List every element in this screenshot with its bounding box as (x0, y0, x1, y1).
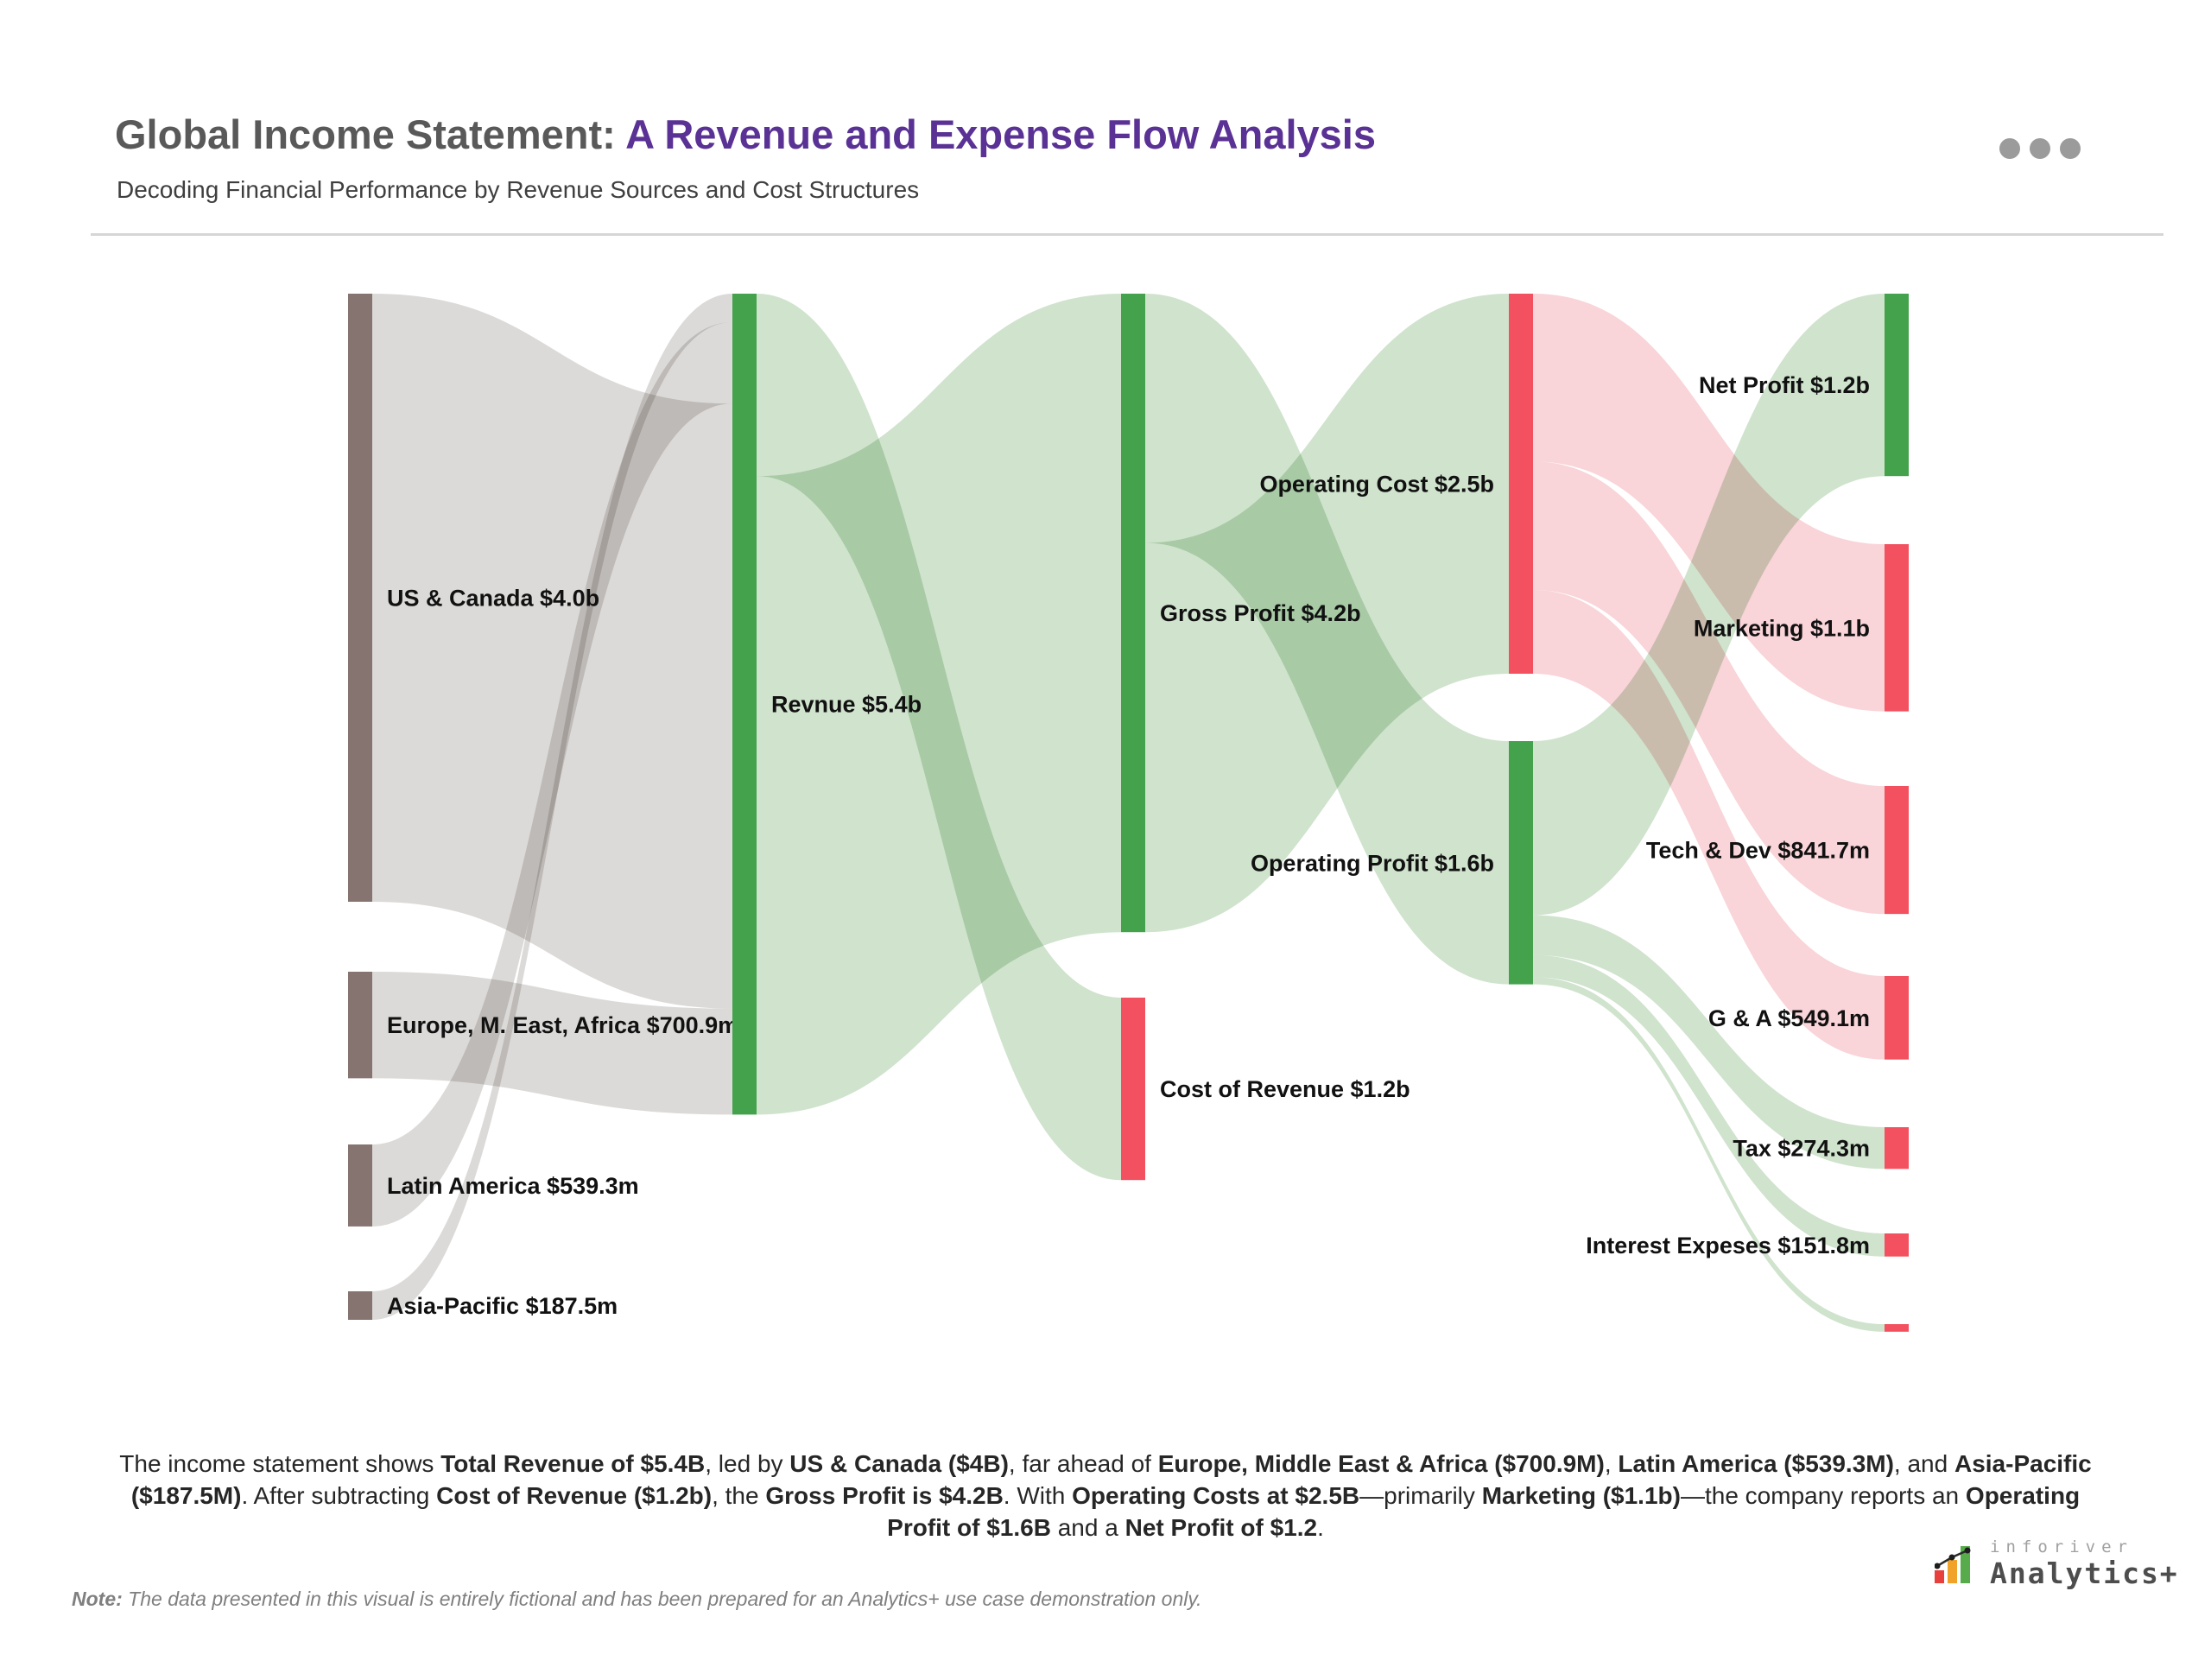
summary-text: The income statement shows (119, 1450, 441, 1477)
sankey-link-op_profit-tax[interactable] (1533, 915, 1885, 1170)
sankey-label-marketing: Marketing $1.1b (1694, 615, 1870, 641)
menu-dot (2060, 138, 2081, 159)
sankey-label-op_profit: Operating Profit $1.6b (1251, 850, 1494, 876)
page-title: Global Income Statement: A Revenue and E… (115, 111, 1376, 158)
sankey-link-revenue-gross_profit[interactable] (757, 294, 1121, 1115)
sankey-link-op_profit-interest[interactable] (1533, 954, 1885, 1257)
ellipsis-menu-icon[interactable] (1999, 138, 2081, 159)
summary-text: , and (1893, 1450, 1954, 1477)
sankey-label-net_profit: Net Profit $1.2b (1699, 372, 1870, 398)
sankey-link-latam-revenue[interactable] (372, 321, 732, 1227)
summary-text: and a (1050, 1514, 1125, 1541)
sankey-label-latam: Latin America $539.3m (387, 1173, 639, 1199)
sankey-label-tech_dev: Tech & Dev $841.7m (1646, 838, 1870, 864)
summary-highlight: Europe, Middle East & Africa ($700.9M) (1157, 1450, 1605, 1477)
sankey-label-g_and_a: G & A $549.1m (1708, 1005, 1870, 1031)
sankey-node-tax[interactable] (1885, 1127, 1909, 1170)
sankey-link-op_profit-other_expense[interactable] (1533, 977, 1885, 1332)
sankey-node-tech_dev[interactable] (1885, 786, 1909, 915)
summary-text: —the company reports an (1680, 1482, 1966, 1509)
vendor-logo: inforiver Analytics+ (1935, 1539, 2179, 1588)
summary-text: . After subtracting (241, 1482, 437, 1509)
sankey-node-interest[interactable] (1885, 1233, 1909, 1257)
footer-note-prefix: Note: (72, 1588, 123, 1610)
summary-text: . With (1003, 1482, 1073, 1509)
page-title-purple: A Revenue and Expense Flow Analysis (625, 111, 1376, 157)
footer-note-text: The data presented in this visual is ent… (122, 1588, 1202, 1610)
sankey-node-apac[interactable] (348, 1291, 372, 1320)
sankey-node-net_profit[interactable] (1885, 294, 1909, 477)
sankey-node-op_profit[interactable] (1509, 741, 1533, 985)
page-subtitle: Decoding Financial Performance by Revenu… (117, 176, 920, 203)
logo-product-text: Analytics+ (1990, 1556, 2179, 1590)
bar-chart-logo-icon (1935, 1546, 1971, 1583)
summary-text: , (1604, 1450, 1619, 1477)
summary-highlight: Total Revenue of $5.4B (440, 1450, 706, 1477)
menu-dot (2030, 138, 2050, 159)
sankey-node-g_and_a[interactable] (1885, 976, 1909, 1060)
summary-highlight: Latin America ($539.3M) (1618, 1450, 1894, 1477)
sankey-node-other_expense[interactable] (1885, 1324, 1909, 1332)
sankey-label-op_cost: Operating Cost $2.5b (1259, 471, 1494, 497)
summary-highlight: Cost of Revenue ($1.2b) (436, 1482, 713, 1509)
sankey-node-op_cost[interactable] (1509, 294, 1533, 674)
sankey-node-gross_profit[interactable] (1121, 294, 1145, 933)
sankey-label-revenue: Revnue $5.4b (771, 692, 922, 718)
summary-highlight: Operating Profit of $1.6B (887, 1482, 2081, 1541)
sankey-node-us_canada[interactable] (348, 294, 372, 902)
sankey-label-us_canada: US & Canada $4.0b (387, 585, 599, 611)
summary-highlight: US & Canada ($4B) (789, 1450, 1009, 1477)
sankey-node-cost_of_revenue[interactable] (1121, 998, 1145, 1181)
sankey-link-gross_profit-op_cost[interactable] (1145, 294, 1509, 933)
sankey-node-europe[interactable] (348, 972, 372, 1079)
logo-brand-text: inforiver (1990, 1537, 2133, 1556)
summary-highlight: Gross Profit is $4.2B (765, 1482, 1004, 1509)
summary-text: —primarily (1359, 1482, 1482, 1509)
sankey-label-gross_profit: Gross Profit $4.2b (1160, 600, 1361, 626)
sankey-node-marketing[interactable] (1885, 544, 1909, 712)
sankey-label-tax: Tax $274.3m (1733, 1136, 1870, 1162)
sankey-label-europe: Europe, M. East, Africa $700.9m (387, 1012, 738, 1038)
summary-highlight: Marketing ($1.1b) (1481, 1482, 1681, 1509)
sankey-label-apac: Asia-Pacific $187.5m (387, 1293, 618, 1319)
summary-highlight: Net Profit of $1.2 (1125, 1514, 1318, 1541)
summary-highlight: Operating Costs at $2.5B (1072, 1482, 1360, 1509)
page-title-gray: Global Income Statement: (115, 111, 626, 157)
summary-text: , the (712, 1482, 766, 1509)
menu-dot (1999, 138, 2020, 159)
summary-highlight: Asia-Pacific ($187.5M) (130, 1450, 2092, 1509)
summary-paragraph: The income statement shows Total Revenue… (112, 1448, 2099, 1544)
sankey-link-op_cost-marketing[interactable] (1533, 294, 1885, 712)
sankey-node-revenue[interactable] (732, 294, 757, 1115)
summary-text: , led by (705, 1450, 790, 1477)
sankey-label-interest: Interest Expeses $151.8m (1586, 1233, 1870, 1258)
summary-text: . (1317, 1514, 1324, 1541)
summary-text: , far ahead of (1008, 1450, 1158, 1477)
sankey-link-apac-revenue[interactable] (372, 294, 732, 1320)
sankey-label-cost_of_revenue: Cost of Revenue $1.2b (1160, 1076, 1410, 1102)
header-divider (91, 233, 2163, 236)
sankey-link-op_profit-net_profit[interactable] (1533, 294, 1885, 916)
footer-note: Note: The data presented in this visual … (72, 1588, 1202, 1611)
sankey-node-latam[interactable] (348, 1144, 372, 1227)
